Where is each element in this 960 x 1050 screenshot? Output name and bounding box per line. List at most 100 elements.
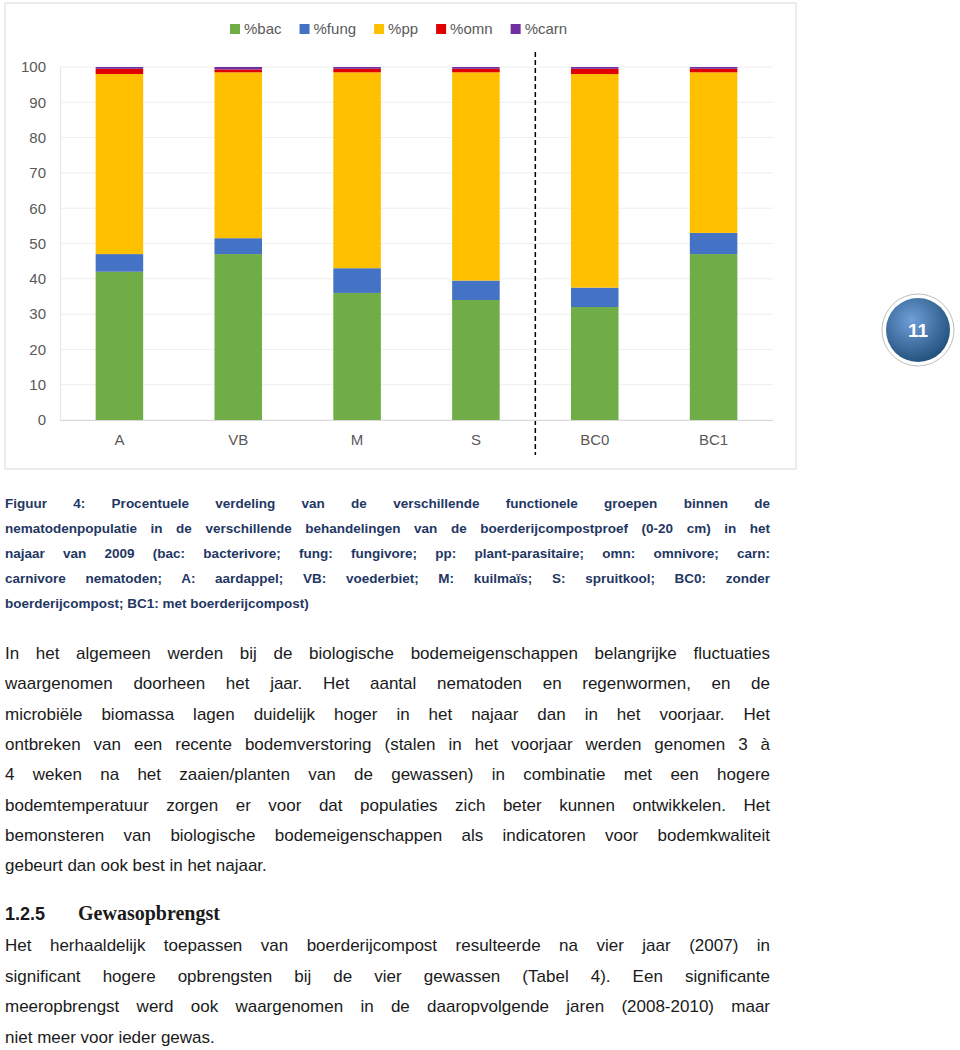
- tick: 20: [29, 341, 60, 358]
- bar-segment: [571, 288, 619, 307]
- tick-label: 0: [38, 411, 46, 428]
- tick: BC0: [580, 420, 609, 448]
- legend-label: %bac: [244, 20, 282, 37]
- caption-line: nematodenpopulatie in de verschillende b…: [5, 522, 770, 536]
- separator: [535, 52, 537, 455]
- tick: 60: [29, 200, 60, 217]
- tick-label: 10: [29, 376, 46, 393]
- tick-label: 70: [29, 164, 46, 181]
- tick-label: BC1: [699, 431, 728, 448]
- tick-label: 20: [29, 341, 46, 358]
- tick: A: [114, 420, 124, 448]
- tick: VB: [228, 420, 248, 448]
- bar-segment: [452, 72, 500, 280]
- tick: 90: [29, 94, 60, 111]
- tick-label: 100: [21, 58, 46, 75]
- grid-line: [60, 314, 773, 315]
- tick: 80: [29, 129, 60, 146]
- bar-segment: [96, 67, 144, 69]
- bar-segment: [333, 268, 381, 293]
- heading-title: Gewasopbrengst: [78, 903, 220, 923]
- bar-segment: [96, 74, 144, 254]
- text-line: 4 weken na het zaaien/planten van de gew…: [5, 766, 770, 783]
- bar-segment: [452, 67, 500, 69]
- series: [96, 254, 738, 420]
- grid-line: [60, 349, 773, 350]
- bar-segment: [333, 72, 381, 268]
- bar-segment: [214, 72, 262, 238]
- legend-item: %bac: [230, 20, 282, 37]
- bar-segment: [214, 238, 262, 254]
- page-number: 11: [908, 320, 929, 341]
- caption-line: Figuur 4: Procentuele verdeling van de v…: [5, 497, 770, 511]
- bar-segment: [690, 72, 738, 233]
- bar-segment: [333, 67, 381, 69]
- tick: 70: [29, 164, 60, 181]
- text-line: microbiële biomassa lagen duidelijk hoge…: [5, 706, 770, 723]
- text-line: waargenomen doorheen het jaar. Het aanta…: [5, 675, 770, 692]
- grid-line: [60, 278, 773, 279]
- text-line: bodemtemperatuur zorgen er voor dat popu…: [5, 797, 770, 814]
- text-line: In het algemeen werden bij de biologisch…: [5, 645, 770, 662]
- text-line: gebeurt dan ook best in het najaar.: [5, 857, 770, 874]
- tick-label: VB: [228, 431, 248, 448]
- text-line: niet meer voor ieder gewas.: [5, 1029, 770, 1046]
- tick-label: A: [114, 431, 124, 448]
- grid-line: [60, 172, 773, 173]
- legend-label: %fung: [314, 20, 357, 37]
- bar-segment: [571, 74, 619, 288]
- legend-item: %fung: [300, 20, 357, 37]
- bar-segment: [452, 300, 500, 420]
- tick: 30: [29, 305, 60, 322]
- chart: 0102030405060708090100AVBMSBC0BC1%bac%fu…: [0, 0, 800, 472]
- caption-line: najaar van 2009 (bac: bacterivore; fung:…: [5, 547, 770, 561]
- chart-frame: [5, 3, 796, 469]
- axis-line: [61, 420, 774, 421]
- series: [96, 233, 738, 307]
- grid-line: [60, 243, 773, 244]
- series: [96, 69, 738, 74]
- series: [96, 72, 738, 287]
- legend-swatch: [374, 24, 384, 34]
- bar-segment: [452, 69, 500, 73]
- tick: BC1: [699, 420, 728, 448]
- bar-segment: [333, 293, 381, 420]
- bar-segment: [571, 69, 619, 74]
- caption-line: boerderijcompost; BC1: met boerderijcomp…: [5, 597, 770, 611]
- tick-label: BC0: [580, 431, 609, 448]
- bar-segment: [571, 67, 619, 69]
- bar-segment: [96, 254, 144, 272]
- bar-segment: [214, 67, 262, 69]
- tick: S: [471, 420, 481, 448]
- tick-label: 60: [29, 200, 46, 217]
- heading-number: 1.2.5: [5, 905, 45, 923]
- bar-segment: [690, 254, 738, 420]
- legend-label: %carn: [525, 20, 568, 37]
- grid-line: [60, 67, 773, 68]
- grid-line: [60, 137, 773, 138]
- bar-segment: [96, 69, 144, 74]
- legend-item: %pp: [374, 20, 418, 37]
- bar-segment: [690, 67, 738, 69]
- bar-segment: [333, 69, 381, 73]
- bar-segment: [690, 69, 738, 73]
- legend-label: %pp: [388, 20, 418, 37]
- badge-ring: [882, 294, 954, 366]
- legend-swatch: [511, 24, 521, 34]
- caption-line: carnivore nematoden; A: aardappel; VB: v…: [5, 572, 770, 586]
- badge-disc: [886, 298, 950, 362]
- legend-swatch: [300, 24, 310, 34]
- legend-item: %carn: [511, 20, 568, 37]
- tick-label: 80: [29, 129, 46, 146]
- text-line: Het herhaaldelijk toepassen van boerderi…: [5, 937, 770, 954]
- text-line: meeropbrengst werd ook waargenomen in de…: [5, 998, 770, 1015]
- bar-segment: [690, 233, 738, 254]
- tick: M: [351, 420, 364, 448]
- legend-item: %omn: [436, 20, 493, 37]
- legend-swatch: [230, 24, 240, 34]
- bar-segment: [214, 254, 262, 420]
- series: [96, 67, 738, 69]
- tick: 40: [29, 270, 60, 287]
- y-axis: 0102030405060708090100: [21, 58, 61, 428]
- bar-segment: [571, 307, 619, 420]
